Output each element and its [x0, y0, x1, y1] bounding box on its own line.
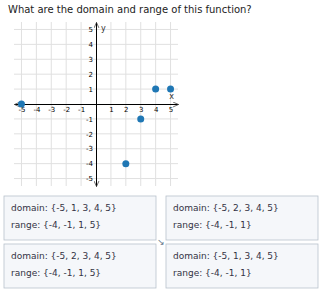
point: [152, 86, 159, 93]
x-tick: -1: [78, 104, 85, 114]
x-tick-label: -2: [63, 106, 70, 114]
y-axis-line: [96, 23, 97, 187]
answer-box[interactable]: [4, 244, 156, 288]
answer-text[interactable]: range: {-4, -1, 1}: [173, 220, 252, 230]
x-tick: 4: [154, 104, 159, 114]
y-tick: -5: [86, 175, 96, 183]
y-tick: 5: [89, 26, 96, 34]
answer-text[interactable]: range: {-4, -1, 1}: [173, 268, 252, 278]
title: What are the domain and range of this fu…: [8, 4, 252, 15]
point: [122, 160, 129, 167]
answer-box[interactable]: [166, 196, 318, 240]
answer-option[interactable]: domain: {-5, 2, 3, 4, 5} range: {-4, -1, …: [166, 196, 318, 240]
x-tick: 3: [139, 104, 143, 114]
x-tick-label: 3: [139, 106, 143, 114]
y-tick: -4: [86, 160, 96, 168]
y-tick: 2: [89, 71, 96, 79]
cursor: ↘: [157, 237, 165, 247]
y-tick-label: 5: [89, 26, 93, 34]
x-tick-label: 5: [169, 106, 173, 114]
x-tick-label: 4: [154, 106, 159, 114]
y-tick: 3: [89, 56, 96, 64]
y-tick: -1: [86, 116, 96, 124]
y-tick-label: 4: [89, 41, 94, 49]
point: [167, 86, 174, 93]
x-tick-label: 1: [109, 106, 113, 114]
x-tick: 1: [109, 104, 113, 114]
answer-options: domain: {-5, 1, 3, 4, 5} range: {-4, -1, …: [4, 196, 318, 288]
answer-option[interactable]: domain: {-5, 1, 3, 4, 5} range: {-4, -1, …: [4, 196, 156, 240]
y-tick-label: -1: [86, 116, 93, 124]
x-tick: 2: [124, 104, 128, 114]
x-tick: -3: [48, 104, 55, 114]
answer-box[interactable]: [166, 244, 318, 288]
x-tick: -4: [33, 104, 41, 114]
x-tick-label: -3: [48, 106, 55, 114]
points: [18, 86, 174, 168]
answer-box[interactable]: [4, 196, 156, 240]
point: [18, 101, 25, 108]
y-tick-label: -3: [86, 145, 93, 153]
answer-text[interactable]: domain: {-5, 1, 3, 4, 5}: [173, 251, 279, 261]
answer-text[interactable]: domain: {-5, 2, 3, 4, 5}: [11, 251, 117, 261]
y-tick: -3: [86, 145, 96, 153]
grid: [14, 22, 178, 186]
y-axis: -5 -4 -3 -2 -1 1 2 3 4 5: [86, 23, 96, 187]
x-tick-label: -4: [33, 106, 41, 114]
y-tick-label: 2: [89, 71, 93, 79]
answer-text[interactable]: domain: {-5, 1, 3, 4, 5}: [11, 203, 117, 213]
point: [137, 115, 144, 122]
x-axis-label: x: [169, 92, 174, 101]
chart: What are the domain and range of this fu…: [0, 0, 320, 291]
y-axis-label: y: [101, 24, 106, 33]
x-tick-label: 2: [124, 106, 128, 114]
y-tick-label: -4: [86, 160, 94, 168]
y-tick-label: -5: [86, 175, 93, 183]
x-tick: 5: [169, 104, 173, 114]
answer-option[interactable]: domain: {-5, 1, 3, 4, 5} range: {-4, -1, …: [166, 244, 318, 288]
x-tick-label: -1: [78, 106, 85, 114]
y-tick: 1: [89, 86, 96, 94]
y-tick: -2: [86, 131, 96, 139]
answer-text[interactable]: range: {-4, -1, 1, 5}: [11, 220, 101, 230]
y-tick-label: -2: [86, 131, 93, 139]
y-tick-label: 1: [89, 86, 93, 94]
y-tick-label: 3: [89, 56, 93, 64]
y-tick: 4: [89, 41, 96, 49]
answer-text[interactable]: range: {-4, -1, 1, 5}: [11, 268, 101, 278]
answer-text[interactable]: domain: {-5, 2, 3, 4, 5}: [173, 203, 279, 213]
answer-option[interactable]: domain: {-5, 2, 3, 4, 5} range: {-4, -1, …: [4, 244, 156, 288]
x-tick: -2: [63, 104, 70, 114]
